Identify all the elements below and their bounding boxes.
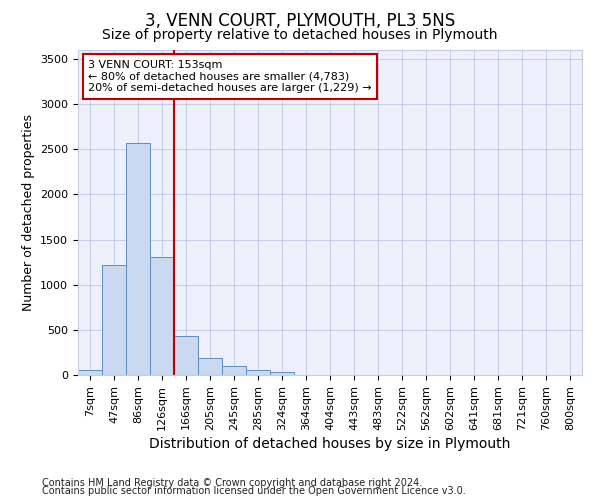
Bar bbox=[270, 372, 294, 375]
Bar bbox=[198, 358, 222, 375]
Bar bbox=[102, 265, 126, 375]
Bar bbox=[150, 256, 174, 375]
X-axis label: Distribution of detached houses by size in Plymouth: Distribution of detached houses by size … bbox=[149, 436, 511, 450]
Text: Contains public sector information licensed under the Open Government Licence v3: Contains public sector information licen… bbox=[42, 486, 466, 496]
Text: 3 VENN COURT: 153sqm
← 80% of detached houses are smaller (4,783)
20% of semi-de: 3 VENN COURT: 153sqm ← 80% of detached h… bbox=[88, 60, 372, 93]
Bar bbox=[78, 370, 102, 375]
Bar bbox=[126, 143, 150, 375]
Text: Size of property relative to detached houses in Plymouth: Size of property relative to detached ho… bbox=[102, 28, 498, 42]
Y-axis label: Number of detached properties: Number of detached properties bbox=[22, 114, 35, 311]
Bar bbox=[246, 370, 270, 375]
Bar bbox=[222, 366, 246, 375]
Text: 3, VENN COURT, PLYMOUTH, PL3 5NS: 3, VENN COURT, PLYMOUTH, PL3 5NS bbox=[145, 12, 455, 30]
Text: Contains HM Land Registry data © Crown copyright and database right 2024.: Contains HM Land Registry data © Crown c… bbox=[42, 478, 422, 488]
Bar bbox=[174, 336, 198, 375]
